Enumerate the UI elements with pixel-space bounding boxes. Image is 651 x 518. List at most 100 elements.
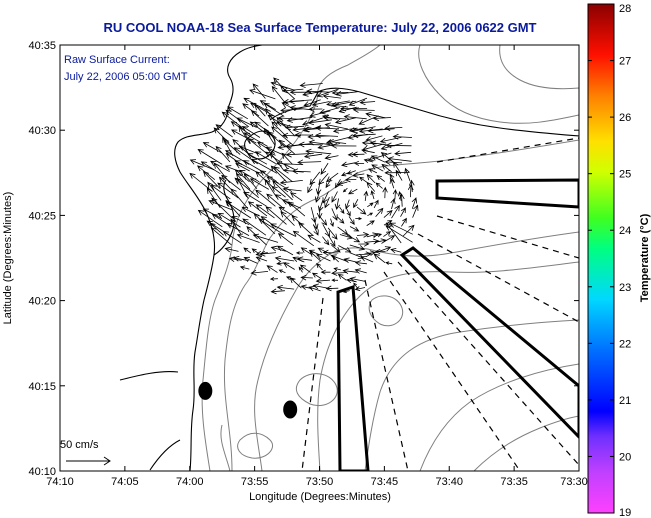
current-arrow bbox=[211, 197, 233, 219]
current-arrow bbox=[324, 197, 330, 209]
current-arrow bbox=[372, 115, 392, 122]
current-arrow bbox=[266, 265, 278, 273]
current-arrow bbox=[352, 107, 375, 113]
colorbar-tick-label: 25 bbox=[619, 169, 631, 181]
colorbar-tick-label: 21 bbox=[619, 395, 631, 407]
current-arrow bbox=[338, 245, 352, 253]
current-arrow bbox=[267, 114, 286, 128]
current-arrow bbox=[225, 150, 250, 165]
dashed-line bbox=[436, 215, 579, 259]
current-arrow bbox=[314, 132, 339, 139]
current-arrow bbox=[207, 181, 222, 201]
coastline-raritan bbox=[227, 45, 263, 109]
current-arrow bbox=[355, 216, 363, 221]
current-arrow bbox=[356, 206, 367, 215]
current-arrow bbox=[259, 100, 276, 110]
current-arrow bbox=[380, 142, 403, 151]
current-arrow bbox=[320, 269, 331, 275]
current-arrow bbox=[306, 88, 330, 95]
current-arrow bbox=[358, 128, 383, 134]
contour-line bbox=[317, 261, 579, 471]
current-arrow bbox=[364, 250, 376, 256]
current-arrow bbox=[276, 116, 296, 137]
current-arrow bbox=[270, 223, 296, 237]
markers bbox=[198, 381, 298, 419]
current-arrow bbox=[289, 105, 313, 111]
current-arrow bbox=[315, 182, 322, 195]
scale-arrow bbox=[66, 456, 111, 466]
current-arrow bbox=[356, 232, 370, 238]
current-arrow bbox=[243, 247, 252, 254]
current-arrow bbox=[342, 268, 358, 275]
current-arrow bbox=[234, 169, 250, 183]
current-arrow bbox=[373, 253, 386, 264]
x-tick-label: 74:10 bbox=[46, 476, 74, 488]
current-arrow bbox=[227, 106, 249, 120]
current-arrow bbox=[359, 176, 368, 183]
current-arrow bbox=[238, 125, 251, 144]
current-arrow bbox=[292, 126, 312, 133]
current-arrow bbox=[367, 212, 374, 217]
current-arrow bbox=[395, 169, 403, 181]
coastline-creek bbox=[119, 371, 181, 471]
current-arrow bbox=[348, 216, 355, 226]
current-arrow bbox=[300, 274, 313, 281]
current-arrow bbox=[341, 161, 356, 168]
current-arrow bbox=[317, 247, 332, 255]
colorbar-tick-label: 20 bbox=[619, 451, 631, 463]
current-arrow bbox=[230, 188, 249, 209]
current-arrow bbox=[393, 161, 401, 174]
current-arrow bbox=[247, 138, 268, 154]
current-arrow bbox=[231, 216, 250, 226]
current-arrow bbox=[331, 270, 348, 276]
current-arrow bbox=[278, 269, 286, 274]
current-arrow bbox=[274, 255, 295, 262]
current-arrow bbox=[307, 181, 314, 194]
current-arrow bbox=[278, 139, 295, 155]
current-arrow bbox=[197, 149, 223, 165]
marker-dot bbox=[283, 400, 298, 419]
current-arrow bbox=[236, 117, 257, 128]
current-arrow bbox=[411, 197, 418, 209]
current-arrow bbox=[334, 117, 356, 125]
current-arrow bbox=[375, 207, 384, 218]
x-tick-label: 73:55 bbox=[241, 476, 269, 488]
current-arrow bbox=[281, 102, 297, 111]
current-arrow bbox=[239, 265, 250, 271]
current-arrow bbox=[305, 148, 332, 155]
colorbar-label: Temperature (°C) bbox=[639, 213, 651, 302]
current-arrow bbox=[255, 250, 268, 257]
current-arrow bbox=[283, 163, 296, 171]
current-arrow bbox=[292, 230, 315, 247]
current-arrow bbox=[329, 218, 334, 228]
current-arrow bbox=[363, 190, 369, 201]
current-arrow bbox=[344, 176, 357, 183]
current-arrow bbox=[359, 99, 376, 106]
current-arrow bbox=[233, 147, 259, 165]
current-arrow bbox=[390, 248, 402, 254]
current-arrow bbox=[255, 204, 275, 219]
beam-solid bbox=[435, 178, 579, 209]
current-arrow bbox=[222, 231, 242, 244]
current-arrow bbox=[235, 173, 251, 190]
current-arrow bbox=[319, 107, 340, 115]
current-arrow bbox=[348, 97, 368, 106]
current-arrow bbox=[340, 105, 368, 112]
current-arrow bbox=[243, 256, 258, 264]
current-arrow bbox=[361, 148, 375, 154]
current-arrow bbox=[308, 106, 323, 112]
contour-line bbox=[499, 45, 579, 90]
current-arrow bbox=[202, 142, 222, 154]
current-arrow bbox=[370, 190, 375, 200]
current-arrow bbox=[288, 98, 313, 105]
current-arrow bbox=[337, 273, 347, 281]
colorbar-ticks: 19 20 21 22 23 24 25 26 27 28 bbox=[588, 3, 631, 518]
current-arrow bbox=[366, 181, 376, 192]
current-arrow bbox=[210, 227, 232, 246]
current-arrow bbox=[300, 247, 313, 256]
current-arrow bbox=[382, 186, 388, 199]
contour-line bbox=[223, 139, 579, 471]
current-arrow bbox=[259, 170, 278, 182]
current-arrow bbox=[243, 132, 268, 147]
current-arrow bbox=[361, 140, 377, 147]
